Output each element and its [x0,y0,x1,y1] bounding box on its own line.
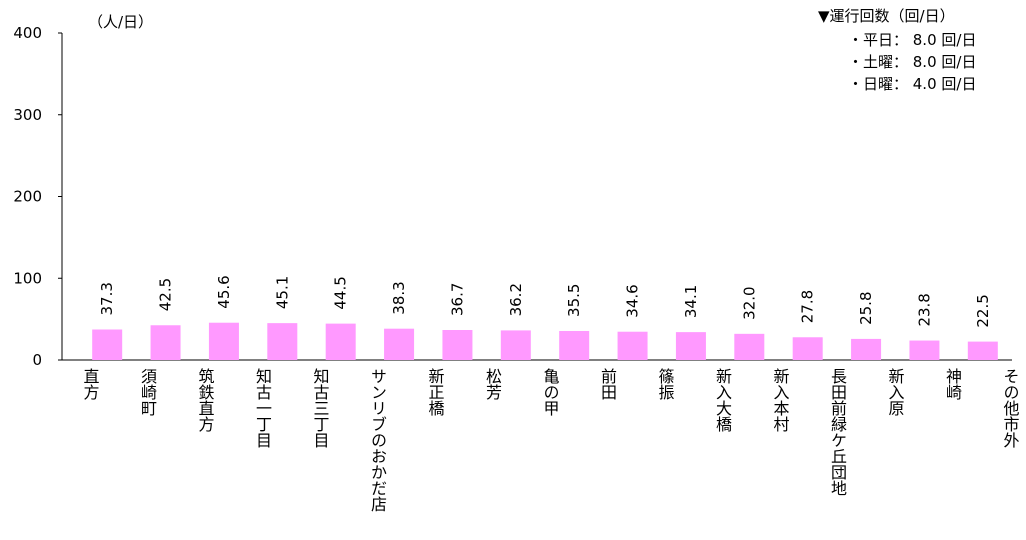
value-label: 42.5 [157,278,175,311]
bar [500,330,531,360]
y-tick-label: 200 [13,188,42,206]
bar [851,338,882,360]
x-tick-label: 新入大橋 [713,368,732,433]
x-tick-label: 篠振 [656,368,675,401]
x-tick-label: サンリブのおかだ店 [368,368,387,512]
value-label: 36.7 [448,283,466,316]
x-tick-label: 松芳 [483,368,502,401]
bar [559,330,590,360]
y-tick-label: 300 [13,106,42,124]
value-label: 34.1 [682,285,700,318]
value-label: 22.5 [974,294,992,327]
bar [208,322,239,360]
value-label: 35.5 [565,284,583,317]
bar [442,329,473,360]
value-label: 34.6 [624,284,642,317]
value-label: 38.3 [390,281,408,314]
x-tick-label: 新入原 [886,368,905,416]
bar [92,329,123,360]
bar [734,333,765,360]
value-label: 37.3 [98,282,116,315]
value-label: 27.8 [799,290,817,323]
annotation: ・日曜： 4.0 回/日 [848,75,976,93]
x-tick-label: 新正橋 [426,368,445,417]
x-tick-label: その他市外 [1001,368,1020,448]
bar [909,340,940,360]
x-tick-label: 知古三丁目 [311,368,330,448]
annotation: ・土曜： 8.0 回/日 [848,53,976,71]
y-tick-label: 400 [13,24,42,42]
unit-label: （人/日） [88,13,153,31]
x-tick-label: 知古一丁目 [253,368,272,448]
bar [325,323,356,360]
value-label: 45.1 [273,276,291,309]
annotation: ・平日： 8.0 回/日 [848,31,976,49]
value-label: 44.5 [332,276,350,309]
bar [792,337,823,360]
y-tick-label: 100 [13,269,42,287]
bar [967,341,998,360]
bar [384,328,415,360]
x-tick-label: 前田 [598,368,617,400]
x-tick-label: 直方 [81,368,100,401]
bar [617,331,648,360]
x-tick-label: 須崎町 [138,368,157,416]
value-label: 36.2 [507,283,525,316]
value-label: 25.8 [857,292,875,325]
y-tick-label: 0 [32,351,42,369]
value-label: 23.8 [915,293,933,326]
x-tick-label: 長田前緑ケ丘団地 [828,368,847,496]
bar [267,323,298,360]
bar [150,325,181,360]
value-label: 32.0 [740,286,758,319]
x-tick-label: 筑鉄直方 [196,368,215,433]
x-tick-label: 新入本村 [771,368,790,432]
bar [675,332,706,360]
x-tick-label: 亀の甲 [541,368,560,416]
value-label: 45.6 [215,275,233,308]
x-tick-label: 神崎 [943,368,962,400]
annotation: ▼運行回数（回/日） [818,7,955,25]
